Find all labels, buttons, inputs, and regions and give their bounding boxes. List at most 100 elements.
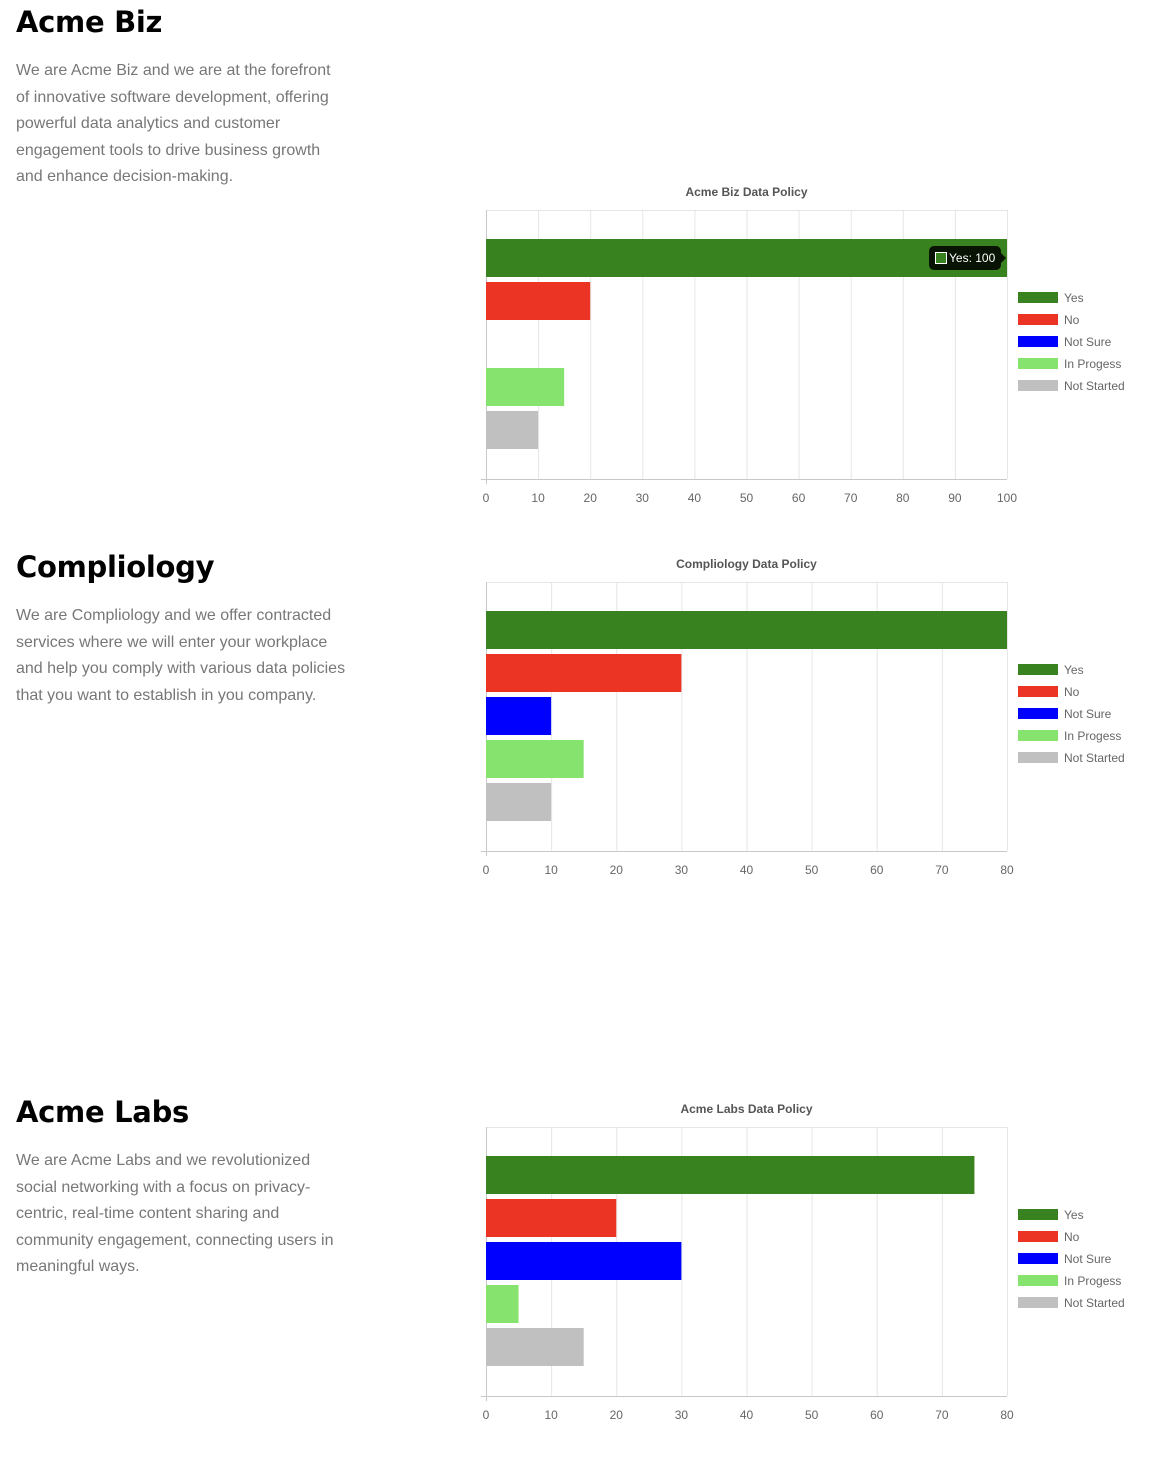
x-tick-label: 10 bbox=[544, 863, 558, 877]
chart-svg: Acme Biz Data Policy 0 10 20 30 40 50 60 70 80 90 1… bbox=[481, 185, 1125, 505]
legend-swatch bbox=[1018, 1275, 1058, 1286]
x-tick-label: 70 bbox=[935, 1408, 949, 1422]
chart-svg: Compliology Data Policy 0 10 20 30 40 50 60 70 80… bbox=[481, 557, 1125, 877]
company-description: We are Acme Labs and we revolutionized s… bbox=[16, 1152, 334, 1275]
legend-swatch bbox=[1018, 314, 1058, 325]
company-description: We are Acme Biz and we are at the forefr… bbox=[16, 62, 331, 185]
legend-swatch bbox=[1018, 292, 1058, 303]
x-tick-label: 40 bbox=[740, 863, 754, 877]
x-tick-label: 60 bbox=[792, 491, 806, 505]
legend-label: Not Started bbox=[1064, 751, 1125, 765]
legend-item-in-progess[interactable]: In Progess bbox=[1018, 357, 1121, 371]
legend-item-not-sure[interactable]: Not Sure bbox=[1018, 1252, 1112, 1266]
legend-swatch bbox=[1018, 358, 1058, 369]
bar-yes[interactable] bbox=[486, 1156, 975, 1194]
legend-item-yes[interactable]: Yes bbox=[1018, 1208, 1084, 1222]
legend-item-no[interactable]: No bbox=[1018, 685, 1080, 699]
legend-item-yes[interactable]: Yes bbox=[1018, 291, 1084, 305]
bar-in-progess[interactable] bbox=[486, 1285, 519, 1323]
legend-label: Not Sure bbox=[1064, 707, 1112, 721]
company-name: Compliology bbox=[16, 550, 215, 584]
legend-item-in-progess[interactable]: In Progess bbox=[1018, 729, 1121, 743]
legend-swatch bbox=[1018, 380, 1058, 391]
x-tick-label: 20 bbox=[584, 491, 598, 505]
x-tick-label: 50 bbox=[740, 491, 754, 505]
x-tick-label: 0 bbox=[483, 1408, 490, 1422]
chart-acme-biz: Acme Biz Data Policy 0 10 20 30 40 50 60 70 80 90 1… bbox=[440, 176, 1160, 512]
legend-item-no[interactable]: No bbox=[1018, 1230, 1080, 1244]
x-tick-label: 20 bbox=[610, 1408, 624, 1422]
bar-no[interactable] bbox=[486, 654, 682, 692]
chart-title: Compliology Data Policy bbox=[676, 557, 817, 571]
x-tick-label: 100 bbox=[997, 491, 1017, 505]
x-tick-label: 80 bbox=[896, 491, 910, 505]
company-section-acme-biz: Acme Biz We are Acme Biz and we are at t… bbox=[16, 2, 346, 191]
bar-not-started[interactable] bbox=[486, 411, 539, 449]
legend-item-in-progess[interactable]: In Progess bbox=[1018, 1274, 1121, 1288]
x-tick-label: 60 bbox=[870, 1408, 884, 1422]
legend-label: Not Started bbox=[1064, 379, 1125, 393]
legend-item-yes[interactable]: Yes bbox=[1018, 663, 1084, 677]
legend-item-not-started[interactable]: Not Started bbox=[1018, 379, 1125, 393]
x-tick-label: 50 bbox=[805, 1408, 819, 1422]
chart-compliology: Compliology Data Policy 0 10 20 30 40 50 60 70 80… bbox=[440, 548, 1160, 884]
tooltip-swatch bbox=[935, 252, 947, 264]
legend-swatch bbox=[1018, 730, 1058, 741]
bar-not-started[interactable] bbox=[486, 1328, 584, 1366]
legend-label: Not Sure bbox=[1064, 1252, 1112, 1266]
legend-item-not-started[interactable]: Not Started bbox=[1018, 1296, 1125, 1310]
legend-swatch bbox=[1018, 1297, 1058, 1308]
company-description: We are Compliology and we offer contract… bbox=[16, 607, 346, 704]
legend-item-no[interactable]: No bbox=[1018, 313, 1080, 327]
legend-swatch bbox=[1018, 686, 1058, 697]
chart-title: Acme Biz Data Policy bbox=[685, 185, 807, 199]
legend-label: Yes bbox=[1064, 663, 1084, 677]
company-name: Acme Biz bbox=[16, 5, 163, 39]
x-tick-label: 0 bbox=[483, 491, 490, 505]
legend-swatch bbox=[1018, 336, 1058, 347]
x-tick-label: 40 bbox=[688, 491, 702, 505]
chart-title: Acme Labs Data Policy bbox=[680, 1102, 812, 1116]
legend-label: No bbox=[1064, 685, 1080, 699]
legend-item-not-sure[interactable]: Not Sure bbox=[1018, 707, 1112, 721]
chart-acme-labs: Acme Labs Data Policy 0 10 20 30 40 50 60 70 80 Ye… bbox=[440, 1093, 1160, 1429]
bar-in-progess[interactable] bbox=[486, 368, 565, 406]
x-tick-label: 40 bbox=[740, 1408, 754, 1422]
legend-label: In Progess bbox=[1064, 357, 1121, 371]
x-tick-label: 70 bbox=[844, 491, 858, 505]
bar-not-sure[interactable] bbox=[486, 1242, 682, 1280]
bar-yes[interactable] bbox=[486, 239, 1007, 277]
x-tick-label: 70 bbox=[935, 863, 949, 877]
legend-swatch bbox=[1018, 1253, 1058, 1264]
legend-swatch bbox=[1018, 708, 1058, 719]
x-tick-label: 0 bbox=[483, 863, 490, 877]
legend-label: Not Started bbox=[1064, 1296, 1125, 1310]
legend-label: No bbox=[1064, 313, 1080, 327]
bar-yes[interactable] bbox=[486, 611, 1007, 649]
bar-no[interactable] bbox=[486, 1199, 617, 1237]
legend-swatch bbox=[1018, 664, 1058, 675]
tooltip: Yes: 100 bbox=[929, 246, 1006, 270]
x-tick-label: 60 bbox=[870, 863, 884, 877]
bar-not-sure[interactable] bbox=[486, 697, 552, 735]
bar-not-started[interactable] bbox=[486, 783, 552, 821]
legend-label: No bbox=[1064, 1230, 1080, 1244]
company-section-compliology: Compliology We are Compliology and we of… bbox=[16, 547, 346, 709]
legend-item-not-sure[interactable]: Not Sure bbox=[1018, 335, 1112, 349]
chart-svg: Acme Labs Data Policy 0 10 20 30 40 50 60 70 80 Ye… bbox=[481, 1102, 1125, 1422]
legend-swatch bbox=[1018, 752, 1058, 763]
tooltip-caret bbox=[1001, 253, 1006, 263]
legend-label: Yes bbox=[1064, 291, 1084, 305]
x-tick-label: 80 bbox=[1000, 1408, 1014, 1422]
company-name: Acme Labs bbox=[16, 1095, 189, 1129]
bar-no[interactable] bbox=[486, 282, 591, 320]
bar-in-progess[interactable] bbox=[486, 740, 584, 778]
legend-label: In Progess bbox=[1064, 729, 1121, 743]
x-tick-label: 80 bbox=[1000, 863, 1014, 877]
x-tick-label: 30 bbox=[675, 863, 689, 877]
legend-label: Not Sure bbox=[1064, 335, 1112, 349]
x-tick-label: 30 bbox=[636, 491, 650, 505]
legend-swatch bbox=[1018, 1209, 1058, 1220]
legend-swatch bbox=[1018, 1231, 1058, 1242]
legend-item-not-started[interactable]: Not Started bbox=[1018, 751, 1125, 765]
